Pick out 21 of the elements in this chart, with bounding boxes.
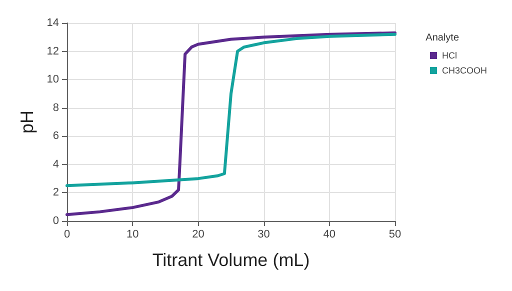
x-tick-label: 50 (388, 228, 402, 240)
x-tick-label: 20 (192, 228, 204, 240)
y-tick-label: 8 (52, 102, 59, 114)
x-tick-label: 10 (126, 228, 139, 240)
y-tick-label: 14 (46, 17, 59, 29)
y-tick-label: 0 (52, 215, 59, 227)
x-tick-label: 30 (258, 228, 270, 240)
y-tick-label: 12 (46, 45, 59, 58)
y-tick-label: 4 (52, 158, 59, 170)
line-series (66, 31, 396, 216)
legend-label: HCl (442, 50, 457, 60)
y-tick-label: 6 (52, 130, 59, 142)
legend-label: CH3COOH (442, 66, 488, 76)
y-tick-label: 2 (52, 186, 59, 199)
line-series (66, 32, 396, 188)
x-tick-label: 40 (323, 228, 336, 240)
y-tick-label: 10 (46, 74, 59, 86)
x-axis-title: Titrant Volume (mL) (152, 250, 310, 270)
legend-title: Analyte (426, 32, 460, 44)
y-axis-title: pH (16, 110, 37, 134)
x-tick-label: 0 (64, 228, 70, 240)
